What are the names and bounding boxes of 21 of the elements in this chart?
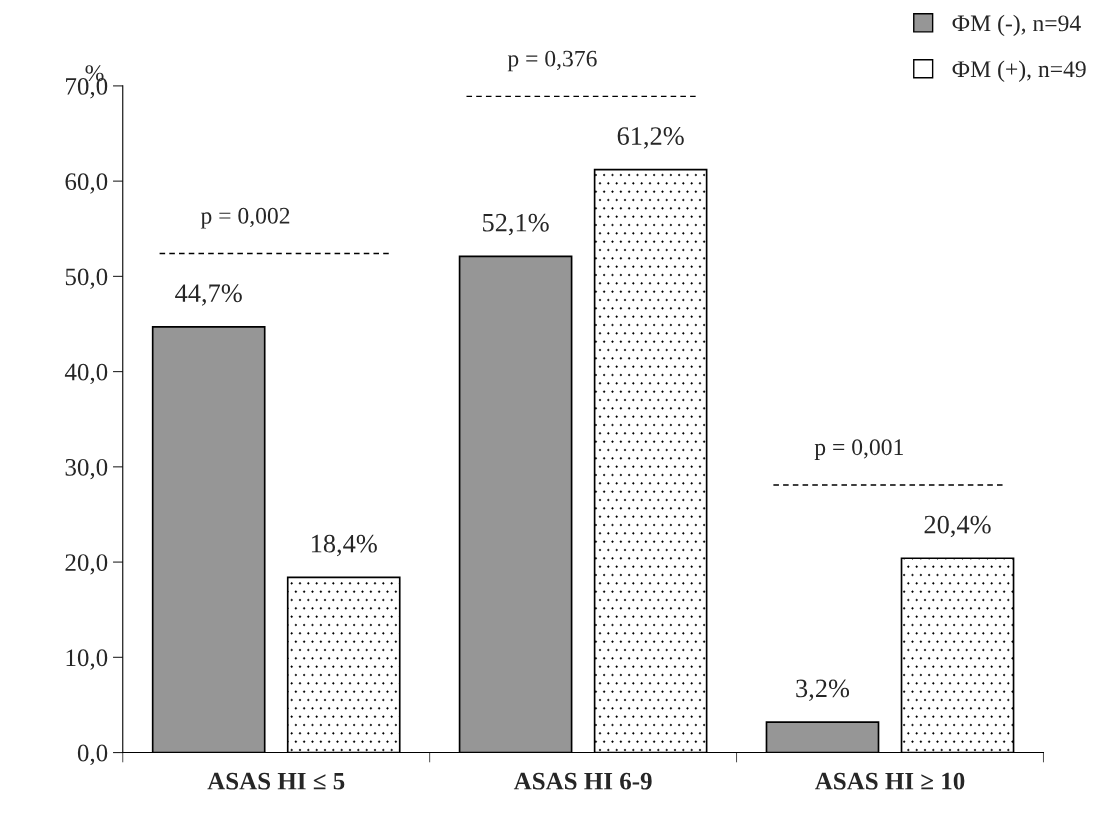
y-tick-label: 50,0 [65, 268, 108, 289]
y-tick-label: 20,0 [65, 554, 108, 575]
x-tick-label: ASAS HI ≤ 5 [207, 772, 345, 790]
data-label: 20,4% [924, 515, 991, 538]
data-label: 3,2% [796, 679, 850, 702]
legend-label: ФМ (+), n=49 [952, 60, 1086, 82]
x-tick-label: ASAS HI ≥ 10 [814, 772, 965, 790]
y-tick-label: 40,0 [64, 363, 108, 385]
data-label: 61,2% [617, 127, 684, 149]
y-tick-label: 10,0 [66, 649, 108, 670]
data-label: 18,4% [311, 534, 377, 557]
annotation: p = 0,001 [814, 439, 903, 460]
data-label: 52,1% [483, 213, 549, 236]
x-tick-label: ASAS HI 6-9 [513, 772, 652, 790]
y-tick-label: 60,0 [65, 173, 108, 194]
y-tick-label: 30,0 [65, 458, 108, 480]
y-tick-label: 0,0 [77, 744, 108, 766]
text: p = 0,376 [507, 50, 597, 72]
legend-label: ФМ (-), n=94 [952, 14, 1081, 37]
data-label: 44,7% [175, 284, 242, 306]
annotation: p = 0,002 [200, 207, 290, 229]
